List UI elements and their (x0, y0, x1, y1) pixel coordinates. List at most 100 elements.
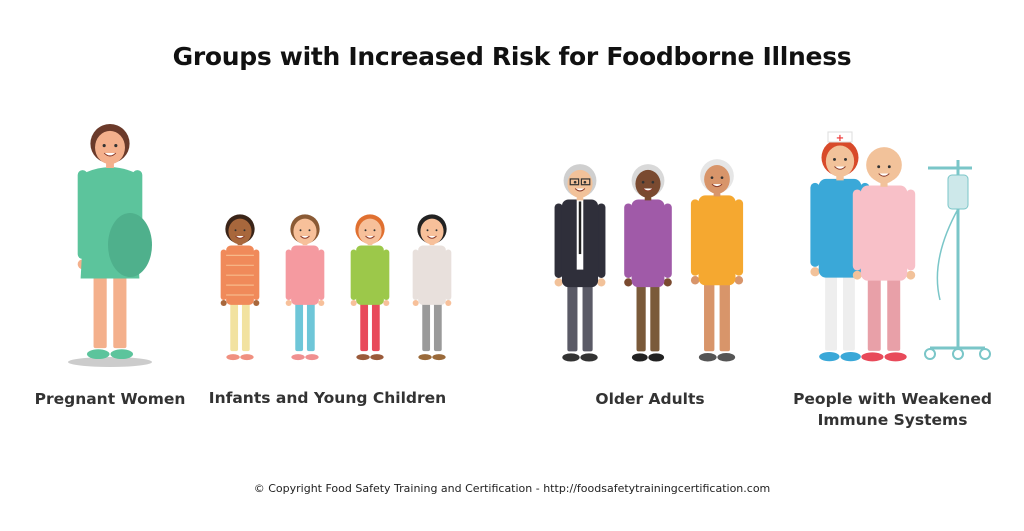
eye (299, 229, 302, 232)
eye (887, 165, 891, 169)
label-pregnant-women: Pregnant Women (34, 390, 186, 408)
arm (253, 249, 260, 300)
hand (318, 299, 325, 306)
torso (291, 245, 319, 305)
hand (383, 299, 390, 306)
smile (427, 235, 437, 239)
hand (350, 299, 357, 306)
leg (567, 283, 578, 352)
shoe (291, 354, 305, 361)
eye (435, 229, 438, 232)
leg (241, 300, 250, 352)
iv-tube (936, 208, 959, 301)
hand (253, 299, 260, 306)
arm (810, 182, 820, 267)
leg (113, 266, 127, 349)
leg (93, 266, 107, 349)
shoe (819, 351, 840, 362)
arm (285, 249, 292, 300)
face (825, 145, 855, 177)
leg (582, 283, 593, 352)
copyright-footer: © Copyright Food Safety Training and Cer… (253, 482, 771, 495)
eye (710, 176, 714, 180)
face (567, 169, 593, 198)
arm (906, 189, 916, 271)
leg (360, 300, 369, 352)
iv-wheel (979, 348, 991, 360)
eye (573, 180, 577, 184)
label-older-adults: Older Adults (595, 390, 705, 408)
iv-drip-stand-illustration (924, 160, 991, 360)
hand (906, 270, 916, 280)
eye (641, 180, 645, 184)
face (358, 218, 382, 245)
iv-wheel (924, 348, 936, 360)
torso (698, 195, 736, 286)
leg (433, 300, 442, 352)
child-illustration (412, 214, 452, 361)
smile (103, 152, 117, 157)
shoe (631, 353, 648, 362)
shoe (226, 354, 240, 361)
page-title: Groups with Increased Risk for Foodborne… (172, 42, 852, 71)
glasses (569, 178, 580, 186)
child-illustration (220, 214, 260, 361)
shoe (861, 352, 884, 362)
leg (230, 300, 239, 352)
shoe (356, 354, 370, 361)
eye (833, 157, 836, 161)
smile (711, 183, 723, 188)
torso (818, 178, 862, 278)
shoe (240, 354, 254, 361)
shoe (110, 349, 134, 360)
shadow (68, 357, 152, 367)
torso (418, 245, 446, 305)
shoe (370, 354, 384, 361)
face (95, 130, 125, 165)
face (870, 153, 898, 184)
leg (719, 281, 730, 352)
arm (624, 203, 633, 278)
leg (825, 273, 838, 351)
leg (867, 276, 881, 351)
arm (445, 249, 452, 300)
hand (810, 267, 820, 277)
eye (243, 229, 246, 232)
nurse-cap (827, 131, 853, 143)
patient-illustration (852, 147, 916, 362)
torso (860, 185, 908, 281)
arm (318, 249, 325, 300)
arm (412, 249, 419, 300)
arm (350, 249, 357, 300)
shoe (418, 354, 432, 361)
arm (554, 203, 563, 278)
older-adult-illustration (624, 164, 672, 362)
hand (690, 276, 700, 285)
eye (373, 229, 376, 232)
leg (295, 300, 304, 352)
leg (842, 273, 855, 351)
shoe (432, 354, 446, 361)
leg (422, 300, 431, 352)
eye (426, 229, 429, 232)
arm (220, 249, 227, 300)
face (704, 165, 730, 194)
hand (554, 278, 563, 287)
face (420, 218, 444, 245)
arm (690, 199, 700, 276)
torso (356, 245, 384, 305)
smile (642, 188, 654, 192)
shoe (884, 352, 907, 362)
eye (651, 180, 655, 184)
eye (102, 143, 106, 148)
face (293, 218, 317, 245)
shoe (580, 353, 598, 362)
child-illustration (285, 214, 325, 361)
hand (220, 299, 227, 306)
hand (663, 278, 672, 287)
eye (877, 165, 881, 169)
smile (574, 188, 586, 192)
face (228, 218, 252, 245)
shoe (698, 353, 717, 362)
